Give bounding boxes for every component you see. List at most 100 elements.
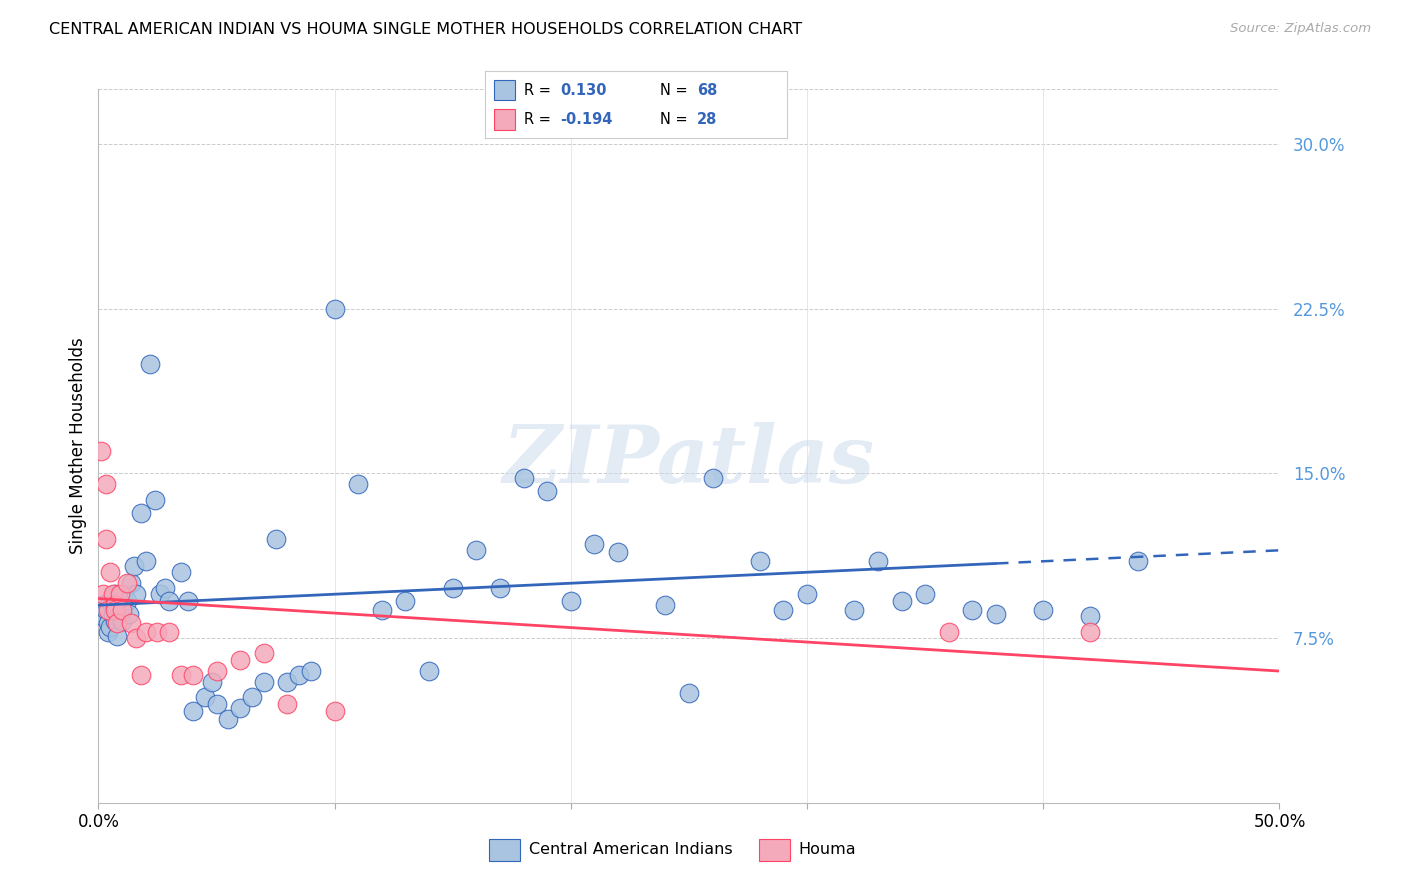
Text: Source: ZipAtlas.com: Source: ZipAtlas.com (1230, 22, 1371, 36)
Point (229, 653, 252, 667)
Point (121, 615, 143, 630)
Point (962, 602, 984, 616)
Point (772, 602, 794, 616)
Point (288, 668, 311, 682)
Text: ZIPatlas: ZIPatlas (503, 422, 875, 499)
Point (135, 554, 157, 568)
Point (111, 602, 134, 616)
Point (201, 675, 224, 690)
Point (104, 587, 127, 601)
Point (371, 602, 394, 616)
Point (347, 477, 370, 491)
Text: 0.130: 0.130 (561, 83, 607, 97)
Point (181, 668, 204, 682)
Point (105, 615, 128, 630)
Point (104, 614, 127, 628)
Point (91, 609, 114, 624)
Point (101, 587, 124, 601)
Point (323, 704, 346, 718)
Point (104, 602, 127, 616)
Point (181, 704, 204, 718)
Point (890, 594, 912, 608)
Point (1032, 602, 1054, 616)
Point (253, 647, 276, 661)
Point (139, 357, 162, 371)
Point (94, 533, 117, 547)
Point (323, 301, 346, 316)
Point (844, 602, 866, 616)
Point (229, 701, 252, 715)
Point (115, 594, 138, 608)
Point (97, 615, 120, 630)
Point (1126, 554, 1149, 568)
Text: -0.194: -0.194 (561, 112, 613, 127)
Point (125, 631, 148, 645)
Point (105, 629, 128, 643)
Text: 68: 68 (696, 83, 717, 97)
Point (129, 668, 152, 682)
Text: 28: 28 (696, 112, 717, 127)
Text: Central American Indians: Central American Indians (529, 842, 733, 857)
Point (170, 566, 193, 580)
Text: R =: R = (524, 83, 555, 97)
Point (129, 506, 152, 520)
Point (94, 477, 117, 491)
Point (98, 620, 121, 634)
Point (108, 587, 131, 601)
Point (441, 581, 464, 595)
Point (1080, 624, 1102, 639)
Point (1080, 609, 1102, 624)
Point (914, 587, 936, 601)
Point (98, 566, 121, 580)
Point (111, 614, 134, 628)
Text: N =: N = (661, 112, 693, 127)
Text: R =: R = (524, 112, 555, 127)
Point (97, 624, 120, 639)
Point (157, 624, 180, 639)
Point (118, 607, 141, 621)
Point (299, 664, 322, 678)
Point (205, 664, 228, 678)
Point (170, 668, 193, 682)
Point (90, 598, 112, 612)
Point (984, 607, 1007, 621)
Point (489, 581, 512, 595)
Point (177, 594, 200, 608)
Point (938, 624, 960, 639)
Bar (494, 80, 515, 100)
Point (536, 483, 558, 498)
Point (157, 594, 180, 608)
Point (465, 543, 488, 558)
Point (253, 675, 276, 690)
Point (418, 664, 440, 678)
Point (607, 545, 630, 559)
Point (217, 712, 239, 726)
Point (153, 581, 176, 595)
Point (560, 594, 582, 608)
Point (276, 675, 298, 690)
Point (394, 594, 416, 608)
Point (276, 697, 298, 711)
Point (112, 587, 135, 601)
Text: N =: N = (661, 83, 693, 97)
Bar (489, 838, 520, 861)
Point (264, 533, 287, 547)
Point (135, 624, 157, 639)
Point (94, 602, 117, 616)
Point (90, 444, 112, 458)
Point (97, 602, 120, 616)
Point (205, 697, 228, 711)
Text: CENTRAL AMERICAN INDIAN VS HOUMA SINGLE MOTHER HOUSEHOLDS CORRELATION CHART: CENTRAL AMERICAN INDIAN VS HOUMA SINGLE … (49, 22, 803, 37)
Point (583, 537, 606, 551)
Point (108, 602, 131, 616)
Point (104, 598, 127, 612)
Point (143, 492, 166, 507)
Point (866, 554, 889, 568)
Point (194, 690, 217, 705)
Y-axis label: Single Mother Households: Single Mother Households (69, 338, 87, 554)
Point (796, 587, 818, 601)
Point (125, 587, 148, 601)
Point (146, 624, 169, 639)
Point (121, 576, 143, 591)
Point (654, 598, 676, 612)
